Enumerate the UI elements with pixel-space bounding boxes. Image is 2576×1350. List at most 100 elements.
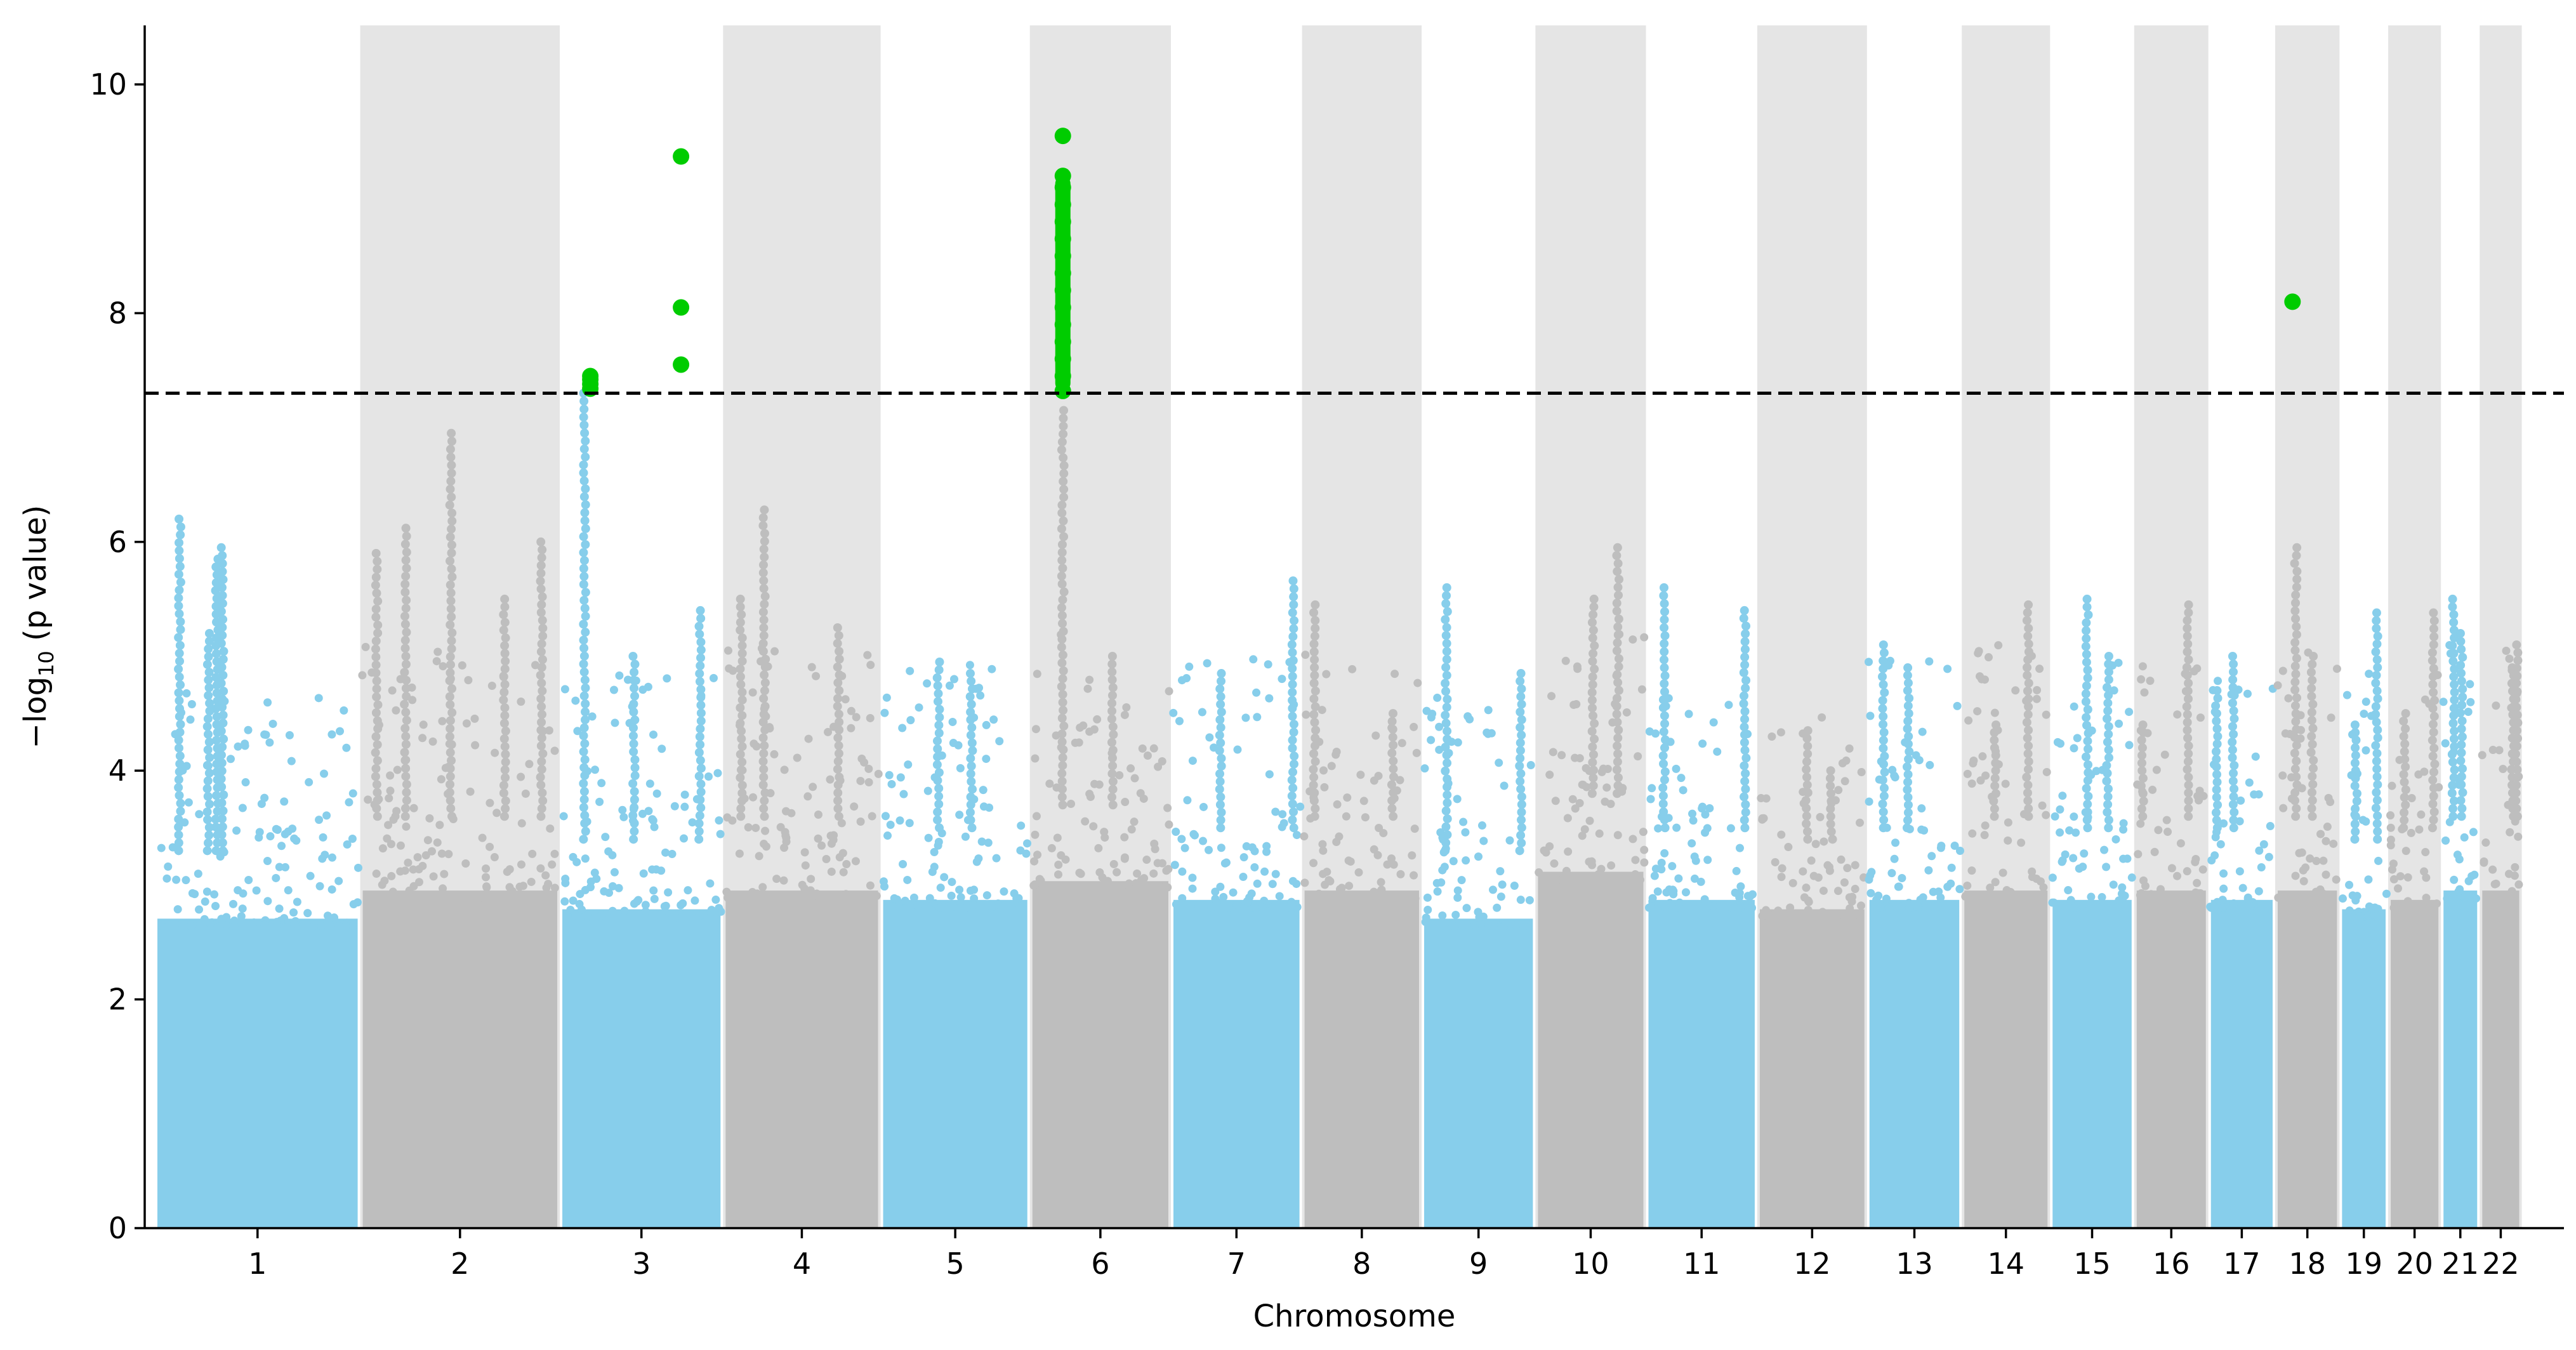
snp-point [2312, 857, 2321, 866]
peak-snp-point [212, 767, 221, 777]
snp-point [531, 661, 540, 670]
peak-snp-point [537, 639, 546, 649]
snp-point [1045, 779, 1054, 788]
snp-point [924, 833, 933, 842]
snp-point [1198, 708, 1206, 717]
peak-snp-point [371, 652, 381, 662]
peak-snp-point [1517, 684, 1526, 694]
peak-snp-point [1517, 815, 1526, 824]
peak-snp-point [1215, 777, 1225, 786]
snp-point [753, 889, 762, 898]
snp-point [2324, 793, 2333, 802]
peak-snp-point [760, 663, 770, 672]
snp-density-chr-7 [1173, 899, 1300, 1228]
snp-point [2460, 893, 2469, 902]
peak-snp-point [2457, 668, 2466, 678]
snp-point [1634, 752, 1642, 761]
snp-point [2163, 828, 2172, 837]
peak-snp-point [401, 684, 411, 693]
chromosome-17-points [2206, 652, 2277, 1228]
peak-snp-point [2292, 583, 2301, 592]
peak-snp-point [445, 788, 454, 797]
snp-point [969, 901, 978, 910]
peak-snp-point [629, 699, 638, 709]
peak-snp-point [2103, 784, 2113, 793]
snp-point [1575, 798, 1584, 807]
peak-snp-point [2212, 686, 2222, 696]
peak-snp-point [835, 717, 844, 727]
peak-snp-point [1903, 663, 1913, 673]
snp-point [1709, 902, 1718, 911]
peak-snp-point [2371, 678, 2381, 688]
snp-point [1986, 883, 1995, 892]
snp-point [864, 764, 873, 773]
peak-snp-point [835, 670, 844, 680]
snp-point [1139, 794, 1148, 803]
peak-snp-point [759, 764, 769, 774]
snp-point [1332, 837, 1341, 846]
peak-snp-point [2457, 740, 2466, 750]
snp-point [1594, 870, 1602, 879]
peak-snp-point [2292, 741, 2301, 750]
snp-point [2071, 828, 2080, 837]
snp-point [1855, 818, 1864, 827]
peak-snp-point [1309, 647, 1319, 656]
snp-point [1359, 797, 1368, 805]
peak-snp-point [2458, 692, 2467, 702]
peak-snp-point [2084, 791, 2093, 801]
peak-snp-point [2308, 739, 2317, 749]
snp-point [2138, 662, 2147, 671]
peak-snp-point [966, 816, 975, 825]
snp-point [798, 894, 807, 903]
snp-point [1249, 655, 1258, 664]
snp-point [2273, 681, 2282, 690]
peak-snp-point [1902, 762, 1912, 772]
peak-snp-point [1441, 615, 1450, 625]
snp-point [1137, 876, 1146, 885]
peak-snp-point [213, 783, 222, 792]
snp-point [216, 922, 225, 930]
peak-snp-point [175, 546, 184, 555]
peak-snp-point [579, 763, 589, 772]
snp-density-chr-6 [1032, 881, 1168, 1228]
peak-snp-point [213, 554, 223, 564]
snp-point [2514, 880, 2523, 889]
snp-point [2219, 819, 2228, 828]
snp-point [361, 642, 370, 651]
peak-snp-point [499, 610, 508, 619]
snp-point [1127, 825, 1136, 834]
peak-snp-point [2307, 708, 2316, 717]
peak-snp-point [1587, 703, 1597, 713]
snp-point [541, 871, 550, 880]
snp-point [349, 922, 358, 930]
peak-snp-point [2290, 638, 2300, 647]
peak-snp-point [2292, 574, 2302, 584]
peak-snp-point [1739, 699, 1748, 708]
peak-snp-point [1441, 687, 1451, 696]
peak-snp-point [1879, 727, 1889, 737]
snp-point [327, 853, 336, 862]
snp-point [1172, 828, 1180, 837]
snp-point [1891, 838, 1900, 847]
snp-point [1031, 880, 1040, 889]
peak-snp-point [2429, 783, 2438, 793]
snp-point [976, 691, 985, 700]
peak-snp-point [371, 636, 381, 645]
snp-point [2219, 884, 2228, 893]
snp-point [2160, 894, 2169, 903]
peak-snp-point [447, 644, 456, 654]
peak-snp-point [1903, 816, 1912, 825]
snp-point [1816, 812, 1825, 821]
snp-point [319, 833, 327, 842]
snp-point [1300, 878, 1309, 887]
peak-snp-point [536, 569, 546, 578]
peak-snp-point [447, 540, 456, 550]
snp-point [581, 854, 590, 863]
peak-snp-point [2182, 702, 2191, 711]
peak-snp-point [2023, 780, 2033, 790]
snp-point [1648, 894, 1657, 903]
snp-point [186, 715, 195, 724]
peak-snp-point [2352, 789, 2361, 798]
snp-point [832, 891, 841, 900]
peak-snp-point [1613, 559, 1623, 568]
